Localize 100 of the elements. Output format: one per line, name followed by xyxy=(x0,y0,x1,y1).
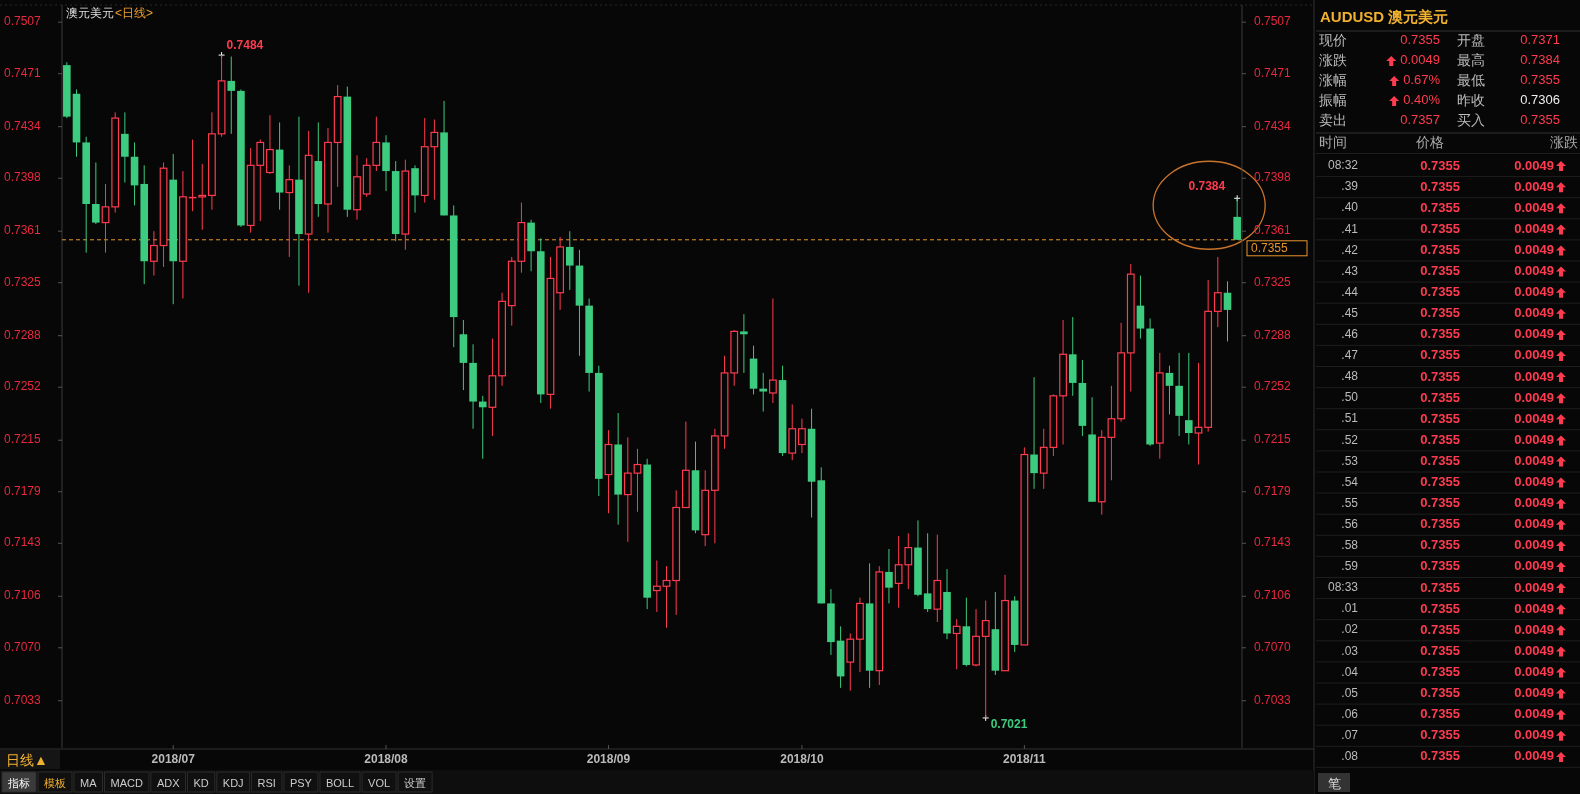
text: .40 xyxy=(1341,200,1359,215)
x-tick-label: 2018/10 xyxy=(780,752,824,766)
text: .46 xyxy=(1341,327,1359,342)
text: KDJ xyxy=(222,777,244,789)
y-tick-label: 0.7179 xyxy=(1254,483,1292,498)
text: 涨跌 xyxy=(1550,133,1578,150)
text: 0.0049 xyxy=(1514,537,1554,553)
text: 0.0049 xyxy=(1514,157,1554,173)
text: 买入 xyxy=(1457,111,1485,128)
text: .48 xyxy=(1341,369,1359,384)
text: 0.0049 xyxy=(1514,368,1554,384)
text: 0.7357 xyxy=(1400,112,1440,128)
text: 0.0049 xyxy=(1400,52,1440,68)
text: 0.7355 xyxy=(1420,727,1460,743)
y-tick-label: 0.7434 xyxy=(1254,118,1292,133)
text: 0.0049 xyxy=(1514,326,1554,342)
text: 0.0049 xyxy=(1514,305,1554,321)
y2-tick-label: 0.7215 xyxy=(4,432,42,447)
text: 0.0049 xyxy=(1514,663,1554,679)
y-tick-label: 0.7143 xyxy=(1254,535,1292,550)
text: 最低 xyxy=(1457,71,1485,88)
text: .47 xyxy=(1341,348,1359,363)
ref-line-label: 0.7355 xyxy=(1251,240,1289,255)
text: 0.0049 xyxy=(1514,621,1554,637)
text: MA xyxy=(80,777,98,789)
y2-tick-label: 0.7143 xyxy=(4,535,42,550)
text: PSY xyxy=(289,777,313,789)
text: 0.0049 xyxy=(1514,727,1554,743)
text: .53 xyxy=(1341,453,1359,468)
text: 0.0049 xyxy=(1514,642,1554,658)
text: 0.7355 xyxy=(1420,685,1460,701)
text: 0.7355 xyxy=(1420,326,1460,342)
y2-tick-label: 0.7288 xyxy=(4,327,42,342)
text: 0.0049 xyxy=(1514,410,1554,426)
text: 0.0049 xyxy=(1514,706,1554,722)
text: .05 xyxy=(1341,685,1359,700)
text: 涨幅 xyxy=(1319,71,1347,88)
text: 0.0049 xyxy=(1514,748,1554,764)
x-tick-label: 2018/08 xyxy=(364,752,409,766)
annotation: 0.7384 xyxy=(1188,179,1226,194)
text: 0.7306 xyxy=(1520,92,1560,108)
text: .52 xyxy=(1341,432,1359,447)
text: 0.7355 xyxy=(1420,706,1460,722)
text: .42 xyxy=(1341,242,1359,257)
y-tick-label: 0.7215 xyxy=(1254,432,1292,447)
text: 0.7355 xyxy=(1420,642,1460,658)
text: 最高 xyxy=(1457,51,1485,68)
text: .08 xyxy=(1341,749,1359,764)
text: 0.7355 xyxy=(1420,263,1460,279)
y-tick-label: 0.7507 xyxy=(1254,14,1292,29)
text: 0.0049 xyxy=(1514,178,1554,194)
text: 0.0049 xyxy=(1514,600,1554,616)
text: 设置 xyxy=(404,777,427,789)
text: 0.7355 xyxy=(1420,621,1460,637)
text: 0.7355 xyxy=(1400,32,1440,48)
text: 0.7355 xyxy=(1420,474,1460,490)
y-tick-label: 0.7252 xyxy=(1254,379,1292,394)
text: 模板 xyxy=(44,777,66,789)
text: 日线▲ xyxy=(6,752,48,768)
text: .58 xyxy=(1341,538,1359,553)
text: .51 xyxy=(1341,411,1359,426)
text: 08:32 xyxy=(1327,158,1359,173)
text: 0.0049 xyxy=(1514,241,1554,257)
chart-title: 澳元美元 xyxy=(66,6,114,20)
text: 价格 xyxy=(1415,133,1444,150)
text: 0.0049 xyxy=(1514,516,1554,532)
y-tick-label: 0.7106 xyxy=(1254,588,1292,603)
text: 0.0049 xyxy=(1514,685,1554,701)
text: 0.7355 xyxy=(1420,220,1460,236)
text: 0.67% xyxy=(1403,72,1441,88)
text: BOLL xyxy=(325,777,355,789)
text: 0.7355 xyxy=(1420,537,1460,553)
y2-tick-label: 0.7398 xyxy=(4,170,42,185)
text: .07 xyxy=(1341,727,1359,742)
y2-tick-label: 0.7361 xyxy=(4,223,42,238)
text: .55 xyxy=(1341,495,1359,510)
text: 0.0049 xyxy=(1514,452,1554,468)
y2-tick-label: 0.7325 xyxy=(4,274,42,289)
text: 0.0049 xyxy=(1514,199,1554,215)
text: .43 xyxy=(1341,263,1359,278)
text: 0.7355 xyxy=(1420,178,1460,194)
text: .06 xyxy=(1341,706,1359,721)
y2-tick-label: 0.7070 xyxy=(4,639,42,654)
text: 08:33 xyxy=(1327,580,1359,595)
text: 0.7355 xyxy=(1420,495,1460,511)
text: 指标 xyxy=(7,777,30,789)
text: 0.7384 xyxy=(1520,52,1560,68)
text: .45 xyxy=(1341,305,1359,320)
text: .54 xyxy=(1341,474,1359,489)
y2-tick-label: 0.7434 xyxy=(4,118,42,133)
text: 时间 xyxy=(1319,133,1347,150)
text: .04 xyxy=(1341,664,1359,679)
y2-tick-label: 0.7507 xyxy=(4,14,42,29)
chart-subtitle: <日线> xyxy=(115,6,154,20)
text: 0.0049 xyxy=(1514,347,1554,363)
text: 现价 xyxy=(1319,31,1347,48)
text: 0.7355 xyxy=(1420,199,1460,215)
y2-tick-label: 0.7033 xyxy=(4,692,42,707)
text: 0.0049 xyxy=(1514,579,1554,595)
text: 卖出 xyxy=(1319,111,1347,128)
